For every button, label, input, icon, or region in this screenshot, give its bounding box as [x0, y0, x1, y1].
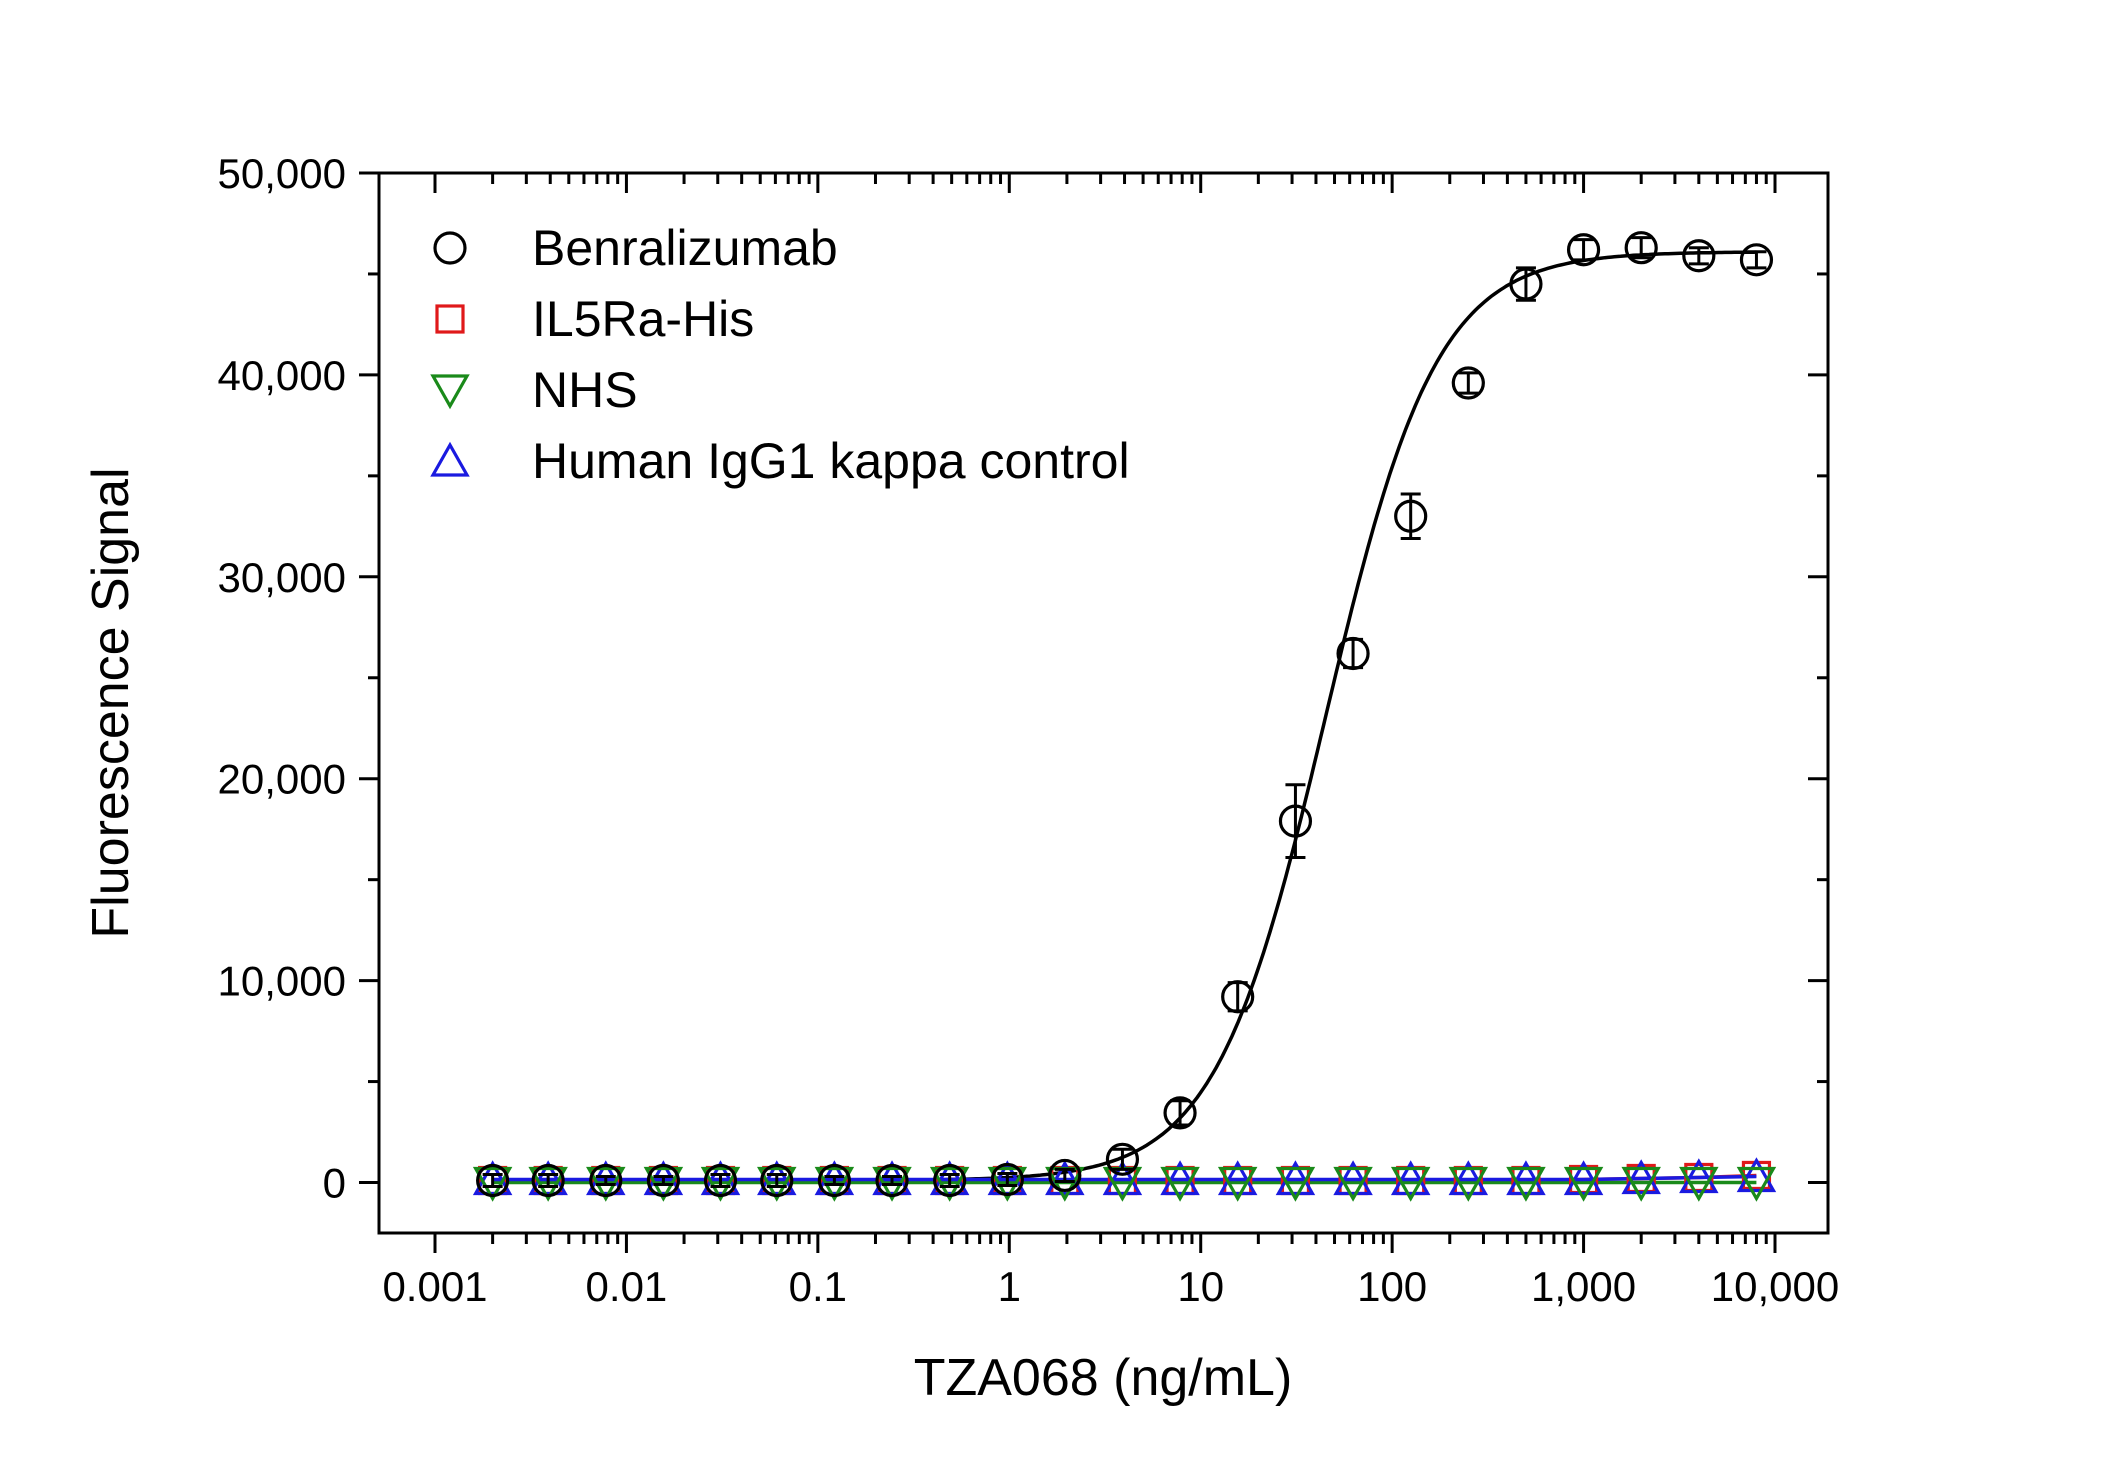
x-tick-label: 0.001 [382, 1263, 487, 1310]
data-point [1451, 366, 1485, 400]
data-point [643, 1160, 684, 1196]
x-tick-label: 0.01 [586, 1263, 668, 1310]
data-point [528, 1160, 568, 1196]
data-point [1336, 636, 1370, 671]
legend-label-2: NHS [532, 362, 638, 418]
data-point [757, 1166, 797, 1202]
x-tick-label: 10,000 [1711, 1263, 1839, 1310]
data-point [1278, 804, 1313, 838]
tick-layer: 0.001 0.01 0.1 1 10 100 1,000 10,000 0 10,000 20,0… [218, 150, 1840, 1310]
data-point [589, 1163, 623, 1198]
legend-marker-3 [430, 441, 470, 477]
y-tick-label: 40,000 [218, 352, 346, 399]
data-point [1333, 1160, 1373, 1196]
data-point [929, 1160, 970, 1196]
data-point [1679, 1158, 1719, 1194]
legend: Benralizumab IL5Ra-His NHS Human IgG1 kappa… [430, 220, 1130, 489]
x-tick-label: 0.1 [789, 1263, 847, 1310]
data-point [1509, 267, 1543, 301]
data-point [1682, 239, 1716, 273]
data-point [528, 1166, 568, 1202]
data-point [646, 1163, 680, 1198]
data-point [700, 1160, 741, 1196]
legend-marker-0 [433, 231, 467, 265]
y-tick-label: 10,000 [218, 958, 346, 1005]
x-tick-label: 10 [1177, 1263, 1224, 1310]
legend-label-1: IL5Ra-His [532, 291, 754, 347]
data-point [1217, 1166, 1258, 1202]
data-point [1333, 1166, 1373, 1202]
data-point [1048, 1158, 1082, 1193]
legend-marker-1 [435, 304, 465, 334]
data-point [1736, 1157, 1777, 1193]
data-point [1275, 1160, 1316, 1196]
data-point [1563, 1166, 1604, 1202]
data-point [933, 1163, 967, 1198]
plot-frame [377, 171, 1830, 1235]
data-point [1566, 233, 1601, 267]
data-point [472, 1166, 513, 1202]
data-point [1448, 1166, 1489, 1202]
data-point [1739, 243, 1774, 277]
data-point [700, 1166, 741, 1202]
data-point [1448, 1160, 1489, 1196]
y-tick-label: 20,000 [218, 756, 346, 803]
data-point [476, 1163, 510, 1198]
data-point [1736, 1166, 1777, 1202]
data-point [1045, 1160, 1085, 1196]
data-point [875, 1163, 909, 1198]
data-point [1679, 1166, 1719, 1202]
series-line-3 [492, 1174, 1757, 1182]
series-layer [472, 231, 1777, 1202]
y-tick-label: 0 [323, 1160, 346, 1207]
legend-label-3: Human IgG1 kappa control [532, 433, 1130, 489]
data-point [1621, 1159, 1661, 1195]
data-point [1506, 1166, 1546, 1202]
x-axis-title: TZA068 (ng/mL) [914, 1349, 1293, 1407]
data-point [987, 1166, 1028, 1202]
data-point [1390, 1166, 1431, 1202]
y-tick-label: 50,000 [218, 150, 346, 197]
data-point [1102, 1160, 1143, 1196]
data-point [814, 1160, 855, 1196]
data-point [1563, 1160, 1604, 1196]
data-point [1160, 1166, 1200, 1202]
data-point [1506, 1160, 1546, 1196]
data-point [817, 1163, 851, 1198]
data-point [1621, 1166, 1661, 1202]
data-point [1217, 1160, 1258, 1196]
data-point [586, 1160, 626, 1196]
data-point [1221, 980, 1255, 1014]
data-point [872, 1160, 912, 1196]
x-tick-label: 1,000 [1531, 1263, 1636, 1310]
y-axis-title: Fluorescence Signal [82, 467, 140, 938]
data-point [760, 1163, 794, 1198]
data-point [1394, 499, 1428, 533]
data-point [757, 1160, 797, 1196]
data-point [703, 1163, 738, 1198]
data-point [1275, 1166, 1316, 1202]
data-point [472, 1160, 513, 1196]
data-point [531, 1163, 565, 1198]
data-point [990, 1162, 1024, 1197]
data-point [1624, 231, 1658, 265]
data-point [1105, 1142, 1140, 1176]
legend-label-0: Benralizumab [532, 220, 838, 276]
data-point [1163, 1096, 1197, 1130]
y-tick-label: 30,000 [218, 554, 346, 601]
x-tick-label: 100 [1357, 1263, 1427, 1310]
x-tick-label: 1 [998, 1263, 1021, 1310]
data-point [929, 1166, 970, 1202]
data-point [1160, 1160, 1200, 1196]
data-point [1390, 1160, 1431, 1196]
legend-marker-2 [430, 374, 470, 410]
